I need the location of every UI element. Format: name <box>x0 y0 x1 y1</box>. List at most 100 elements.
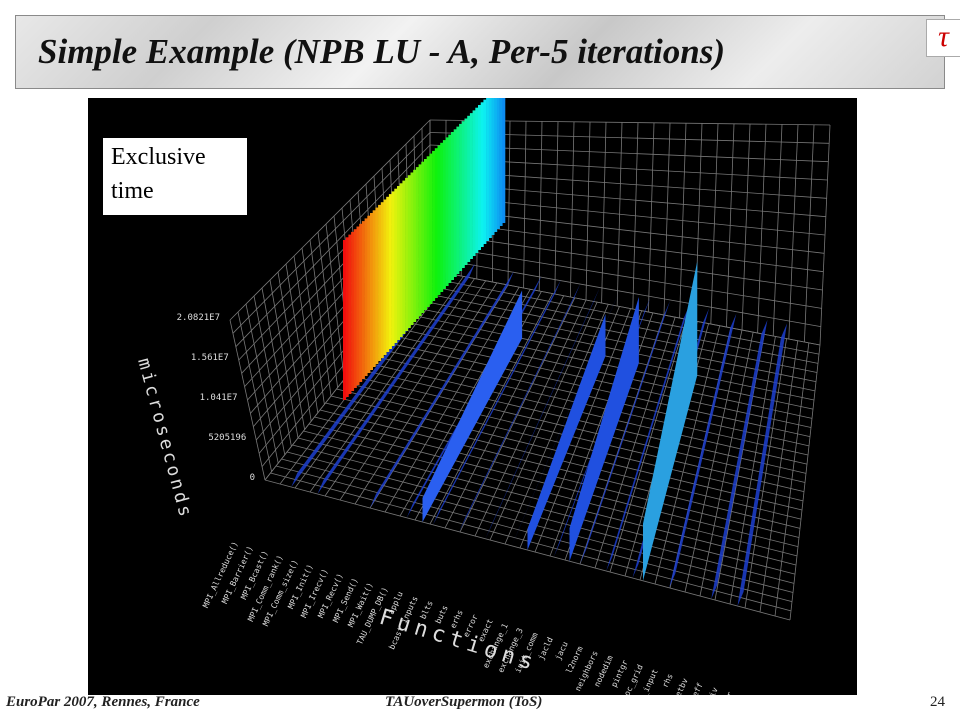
tall-bar <box>643 261 698 581</box>
tall-bar <box>569 297 639 562</box>
y-tick-label: 5205196 <box>208 433 246 443</box>
rainbow-slice <box>388 194 392 349</box>
bar-row <box>317 263 475 494</box>
rainbow-slice <box>432 150 436 301</box>
rainbow-slice <box>421 161 425 313</box>
rainbow-slice <box>461 121 465 268</box>
rainbow-slice <box>491 98 495 235</box>
bar-row <box>606 304 690 571</box>
rainbow-slice <box>483 99 487 244</box>
rainbow-slice <box>469 113 473 259</box>
rainbow-slice <box>448 134 452 283</box>
grid-line <box>232 132 431 334</box>
grid-line <box>402 304 816 392</box>
bar-row <box>669 313 737 588</box>
function-label: setiv <box>701 686 719 695</box>
tall-bar <box>527 314 606 550</box>
grid-line <box>336 388 804 502</box>
rainbow-slice <box>445 137 449 286</box>
bar-row <box>485 287 600 539</box>
rainbow-slice <box>437 145 441 295</box>
bar-row <box>737 323 787 606</box>
rainbow-slice <box>453 129 457 277</box>
slide-title: Simple Example (NPB LU - A, Per-5 iterat… <box>38 32 725 71</box>
y-tick-label: 0 <box>250 473 255 483</box>
rainbow-slice <box>356 226 360 385</box>
grid-line <box>352 367 807 474</box>
grid-line <box>424 276 820 355</box>
rainbow-slice <box>475 107 479 253</box>
rainbow-slice <box>375 207 379 364</box>
grid-line <box>235 144 431 347</box>
grid-line <box>369 346 810 447</box>
rainbow-slice <box>348 234 352 394</box>
visualization: 2.0821E71.561E71.041E752051960MPI_Allred… <box>88 98 857 695</box>
rainbow-slice <box>345 237 349 397</box>
rainbow-slice <box>413 169 417 322</box>
bar-row <box>459 283 581 532</box>
rainbow-slice <box>367 215 371 373</box>
rainbow-slice <box>410 172 414 325</box>
y-tick-label: 1.041E7 <box>200 393 238 403</box>
grid-line <box>429 232 823 291</box>
rainbow-slice <box>502 98 506 223</box>
rainbow-slice <box>386 196 390 352</box>
grid-line <box>429 257 821 328</box>
rainbow-slice <box>378 204 382 361</box>
rainbow-slice <box>391 191 395 346</box>
rainbow-slice <box>496 98 500 229</box>
rainbow-slice <box>442 140 446 289</box>
bar-row <box>370 271 514 508</box>
rainbow-slice <box>399 183 403 337</box>
rainbow-slice <box>486 98 490 242</box>
grid-line <box>429 244 822 309</box>
rainbow-slice <box>405 177 409 331</box>
y-tick-label: 1.561E7 <box>191 353 229 363</box>
rainbow-slice <box>467 115 471 262</box>
rainbow-slice <box>440 142 444 292</box>
grid-line <box>286 451 795 584</box>
bar-row <box>580 301 670 564</box>
rainbow-slice <box>380 202 384 358</box>
rainbow-slice <box>426 156 430 307</box>
rainbow-slice <box>397 186 400 340</box>
grid-line <box>413 290 818 373</box>
grid-line <box>303 430 798 557</box>
grid-line <box>319 409 801 529</box>
grid-line <box>418 283 819 364</box>
rainbow-slice <box>407 175 411 328</box>
function-label: ssor <box>719 690 735 695</box>
grid-line <box>229 119 431 321</box>
rainbow-slice <box>488 98 492 238</box>
bar-row <box>433 280 561 525</box>
rainbow-slice <box>359 223 363 382</box>
title-bar: Simple Example (NPB LU - A, Per-5 iterat… <box>15 15 960 89</box>
rainbow-slice <box>415 167 419 319</box>
grid-line <box>385 325 813 419</box>
y-tick-label: 2.0821E7 <box>177 313 220 323</box>
rainbow-slice <box>424 159 427 310</box>
page-number: 24 <box>930 694 945 710</box>
rainbow-slice <box>494 98 498 232</box>
rainbow-slice <box>343 240 346 400</box>
rainbow-slice <box>456 126 460 274</box>
rainbow-slice <box>472 110 476 257</box>
footer-center: TAUoverSupermon (ToS) <box>385 694 543 710</box>
rainbow-slice <box>402 180 406 334</box>
rainbow-slice <box>418 164 422 316</box>
rainbow-slice <box>353 229 357 388</box>
rainbow-slice <box>480 102 484 247</box>
rainbow-slice <box>478 105 481 250</box>
bar-row <box>711 319 768 599</box>
rainbow-slice <box>370 213 373 370</box>
rainbow-slice <box>351 231 355 391</box>
grid-line <box>429 269 821 346</box>
logo: τ <box>926 19 960 57</box>
rainbow-slice <box>361 221 365 379</box>
rainbow-slice <box>464 118 468 265</box>
figure-label: Exclusive time <box>103 138 247 215</box>
grid-line <box>407 297 817 383</box>
rainbow-slice <box>429 153 433 304</box>
rainbow-slice <box>394 188 398 343</box>
